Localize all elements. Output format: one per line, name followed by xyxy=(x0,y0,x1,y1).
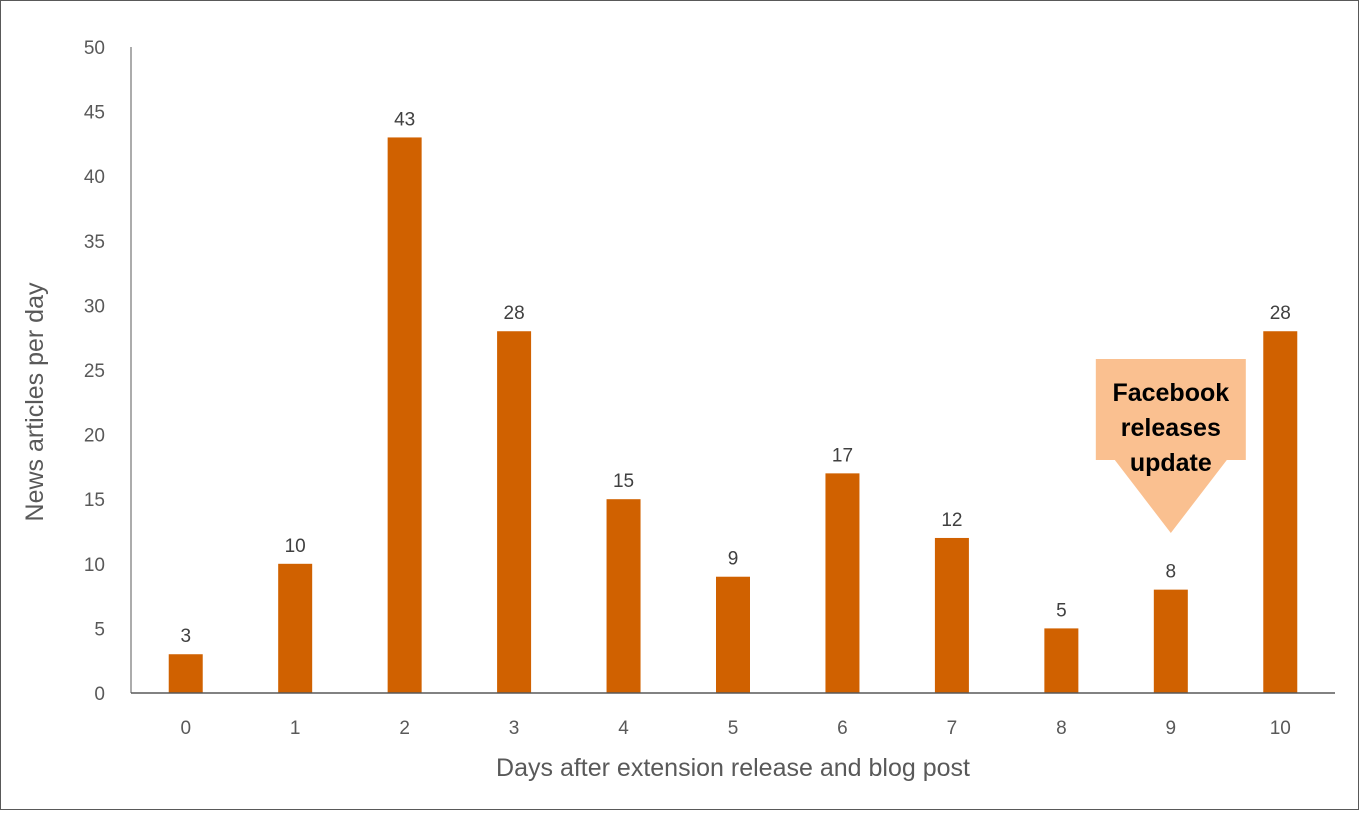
bar-day-6 xyxy=(825,473,860,693)
data-label-day-4: 15 xyxy=(613,471,634,492)
data-label-day-3: 28 xyxy=(504,303,525,324)
x-tick-label-3: 3 xyxy=(509,718,520,739)
data-label-day-5: 9 xyxy=(728,549,739,570)
data-label-day-2: 43 xyxy=(394,109,415,130)
bar-day-8 xyxy=(1044,628,1079,693)
bars xyxy=(168,137,1298,693)
x-tick-label-9: 9 xyxy=(1166,718,1177,739)
bar-day-5 xyxy=(716,576,750,693)
y-tick-label-25: 25 xyxy=(84,361,105,382)
y-axis-title: News articles per day xyxy=(21,282,49,521)
y-tick-label-20: 20 xyxy=(84,426,105,447)
bar-day-10 xyxy=(1263,331,1298,693)
y-tick-label-30: 30 xyxy=(84,296,105,317)
callout-text-line-3: update xyxy=(1130,449,1212,477)
callout-text-line-1: Facebook xyxy=(1112,379,1229,407)
y-tick-label-40: 40 xyxy=(84,167,105,188)
bar-day-1 xyxy=(278,563,313,693)
x-tick-label-1: 1 xyxy=(290,718,301,739)
bar-day-2 xyxy=(387,137,422,693)
bar-day-9 xyxy=(1153,589,1188,693)
callout-arrow-shape xyxy=(1095,359,1246,533)
x-tick-label-10: 10 xyxy=(1270,718,1291,739)
data-label-day-6: 17 xyxy=(832,445,853,466)
y-tick-label-50: 50 xyxy=(84,38,105,59)
y-tick-label-5: 5 xyxy=(94,619,105,640)
x-axis-ticks: 0 1 2 3 4 5 6 7 8 9 10 xyxy=(180,718,1290,739)
data-label-day-1: 10 xyxy=(285,536,306,557)
data-label-day-7: 12 xyxy=(941,510,962,531)
x-tick-label-7: 7 xyxy=(947,718,958,739)
bar-day-4 xyxy=(606,499,641,693)
callout-text-line-2: releases xyxy=(1121,414,1221,442)
x-tick-label-0: 0 xyxy=(180,718,191,739)
y-tick-label-35: 35 xyxy=(84,232,105,253)
x-tick-label-5: 5 xyxy=(728,718,739,739)
bar-day-0 xyxy=(168,654,203,693)
data-label-day-8: 5 xyxy=(1056,600,1067,621)
x-tick-label-6: 6 xyxy=(837,718,848,739)
y-tick-label-10: 10 xyxy=(84,555,105,576)
data-label-day-9: 8 xyxy=(1166,562,1177,583)
y-tick-label-0: 0 xyxy=(94,684,105,705)
data-label-day-0: 3 xyxy=(180,626,191,647)
y-tick-label-45: 45 xyxy=(84,103,105,124)
data-labels: 3 10 43 28 15 9 17 12 5 8 28 xyxy=(180,109,1290,647)
y-axis-ticks: 0 5 10 15 20 25 30 35 40 45 50 xyxy=(84,38,105,705)
y-tick-label-15: 15 xyxy=(84,490,105,511)
bar-day-7 xyxy=(934,537,969,693)
x-tick-label-4: 4 xyxy=(618,718,629,739)
x-axis-title: Days after extension release and blog po… xyxy=(496,754,970,782)
facebook-update-callout: Facebook releases update xyxy=(1095,359,1246,533)
x-tick-label-2: 2 xyxy=(399,718,410,739)
x-tick-label-8: 8 xyxy=(1056,718,1067,739)
data-label-day-10: 28 xyxy=(1270,303,1291,324)
bar-day-3 xyxy=(497,331,532,693)
